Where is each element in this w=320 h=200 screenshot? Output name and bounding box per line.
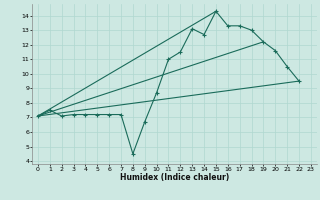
X-axis label: Humidex (Indice chaleur): Humidex (Indice chaleur) [120, 173, 229, 182]
